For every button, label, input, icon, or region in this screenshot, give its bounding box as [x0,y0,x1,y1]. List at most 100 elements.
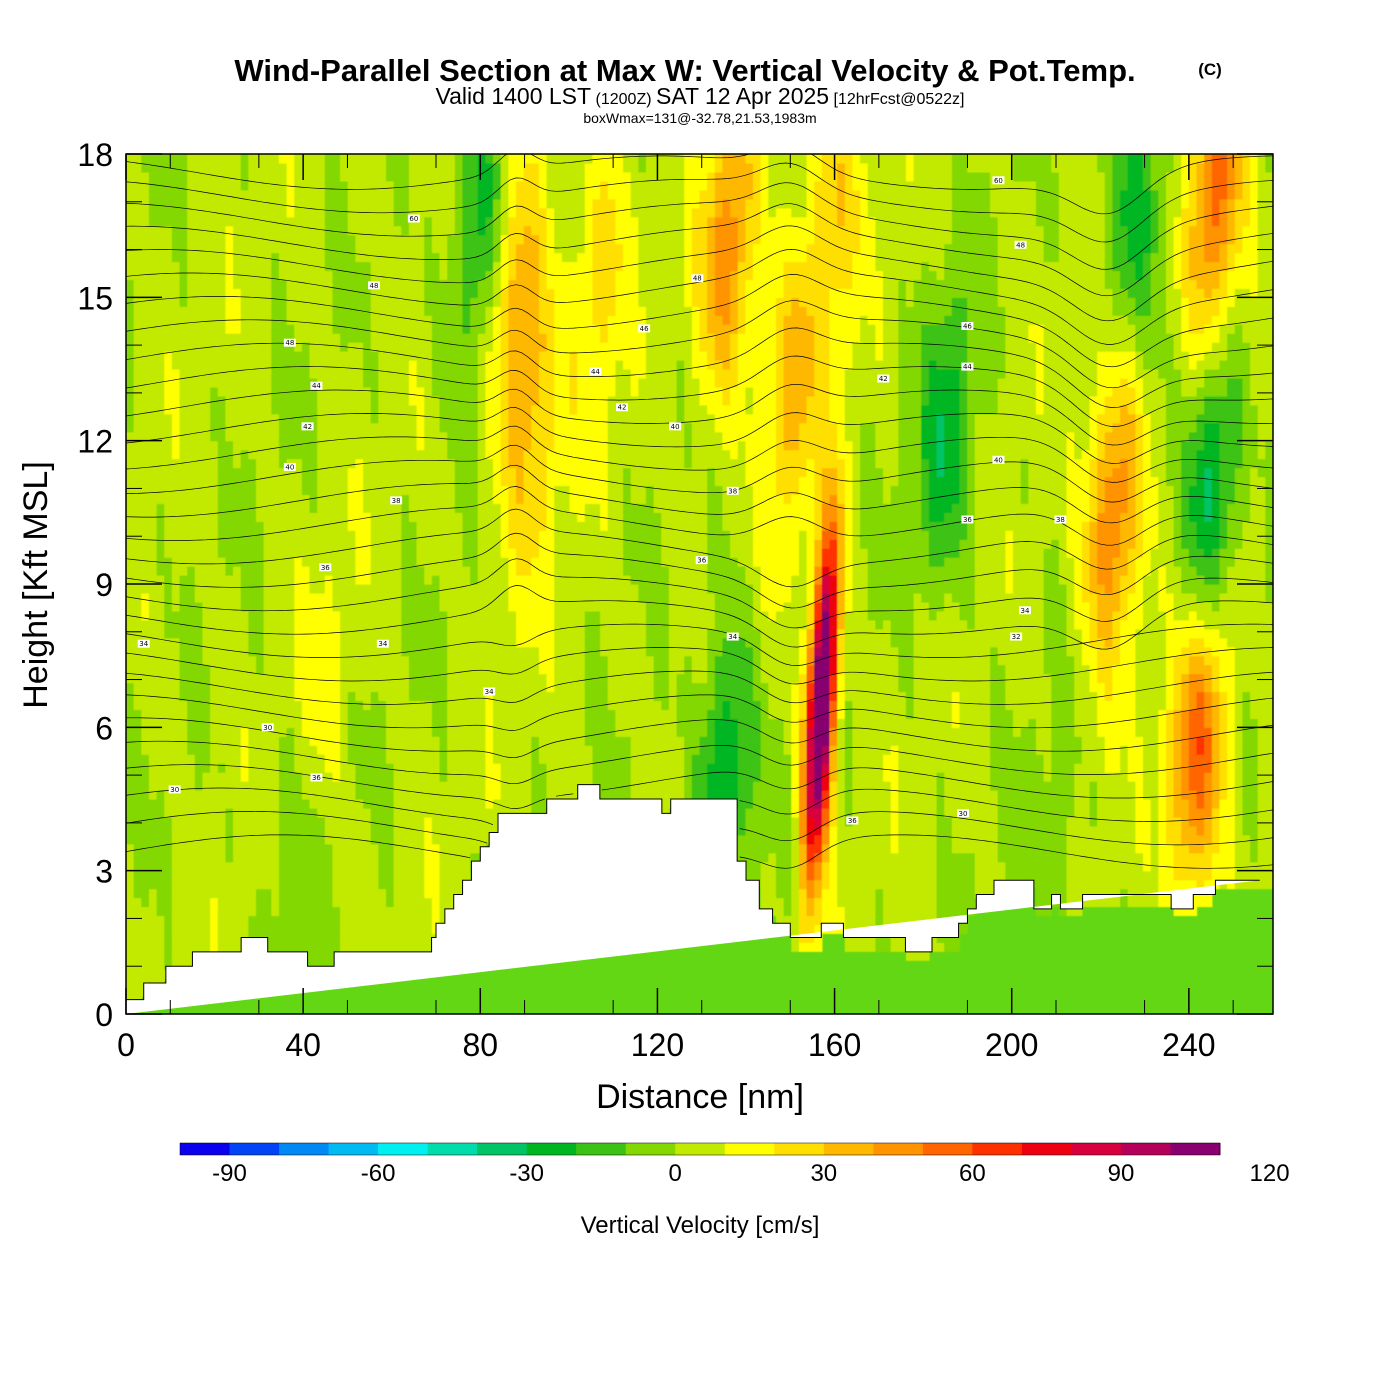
w-cell [225,772,234,782]
w-cell [905,763,915,773]
w-cell [722,628,731,639]
w-cell [1204,852,1213,863]
w-cell [133,745,142,755]
w-cell [194,601,204,612]
w-cell [928,664,938,675]
w-cell [1188,745,1198,755]
w-cell [645,745,655,755]
w-cell [431,834,441,845]
w-cell [1127,843,1136,854]
w-cell [1143,673,1152,684]
w-cell [630,646,639,657]
w-cell [1196,807,1205,818]
w-cell [798,718,808,728]
w-cell [1120,745,1129,755]
w-cell [470,673,479,684]
w-cell [500,745,509,755]
w-cell [875,682,884,693]
w-cell [294,637,303,648]
w-cell [340,610,349,621]
w-cell [844,906,854,917]
w-cell [240,682,249,693]
w-cell [852,664,861,675]
w-cell [424,637,433,648]
w-cell [233,745,242,755]
w-cell [1127,727,1136,737]
w-cell [806,799,815,809]
w-cell [676,781,685,791]
w-cell [1127,772,1136,782]
w-cell [936,852,945,863]
w-cell [286,897,295,908]
w-cell [600,727,609,737]
w-cell [1219,682,1228,693]
w-cell [408,924,418,934]
w-cell [278,834,288,845]
w-cell [829,736,838,746]
w-cell [133,879,142,890]
w-cell [416,807,425,818]
w-cell [1150,843,1159,854]
w-cell [217,807,227,818]
w-cell [179,799,188,809]
w-cell [164,619,173,630]
w-cell [1181,718,1190,728]
w-cell [814,727,823,737]
w-cell [1020,852,1029,863]
w-cell [791,727,800,737]
w-cell [638,709,647,719]
w-cell [1181,610,1190,621]
w-cell [1242,843,1251,854]
w-cell [974,637,984,648]
w-cell [1150,834,1159,845]
w-cell [294,763,303,773]
w-cell [967,834,976,845]
w-cell [393,700,402,711]
w-cell [439,861,448,872]
w-cell [538,610,548,621]
w-cell [194,655,204,666]
w-cell [1020,637,1029,648]
w-cell [286,799,295,809]
w-cell [775,637,785,648]
w-cell [928,816,938,827]
w-cell [1074,834,1083,845]
w-cell [317,816,326,827]
w-cell [607,763,616,773]
w-cell [852,700,861,711]
w-cell [393,763,402,773]
w-cell [424,870,433,881]
w-cell [324,646,334,657]
w-cell [1005,727,1014,737]
w-cell [233,727,242,737]
w-cell [485,799,494,809]
w-cell [753,772,762,782]
w-cell [1020,619,1029,630]
w-cell [301,825,311,836]
w-cell [1127,897,1136,908]
w-cell [829,790,838,800]
w-cell [1227,825,1236,836]
w-cell [370,700,379,711]
w-cell [837,727,846,737]
w-cell [615,763,624,773]
w-cell [959,781,968,791]
w-cell [401,628,410,639]
w-cell [630,781,639,791]
w-cell [798,691,808,702]
w-cell [508,772,517,782]
w-cell [538,781,548,791]
w-cell [462,754,471,764]
w-cell [760,700,769,711]
w-cell [133,772,142,782]
w-cell [1188,619,1198,630]
w-cell [783,799,792,809]
w-cell [340,736,349,746]
w-cell [913,655,922,666]
w-cell [753,736,762,746]
w-cell [202,870,211,881]
w-cell [278,924,288,934]
w-cell [347,700,356,711]
w-cell [791,924,800,934]
w-cell [401,852,410,863]
